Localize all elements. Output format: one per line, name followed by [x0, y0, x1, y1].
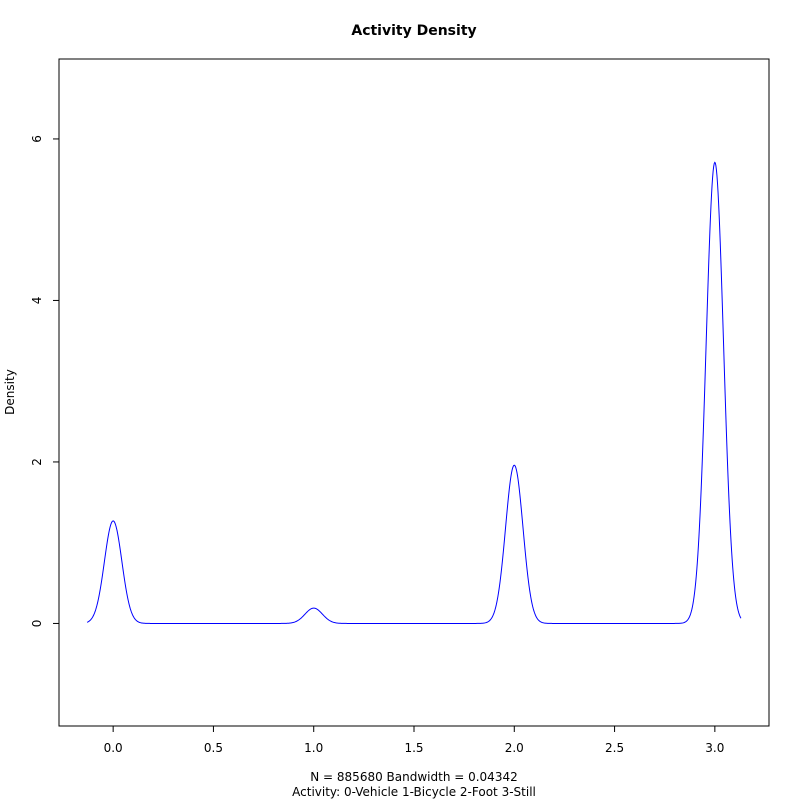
y-axis: 0 2 4 6 [30, 135, 59, 627]
x-axis-label-line2: Activity: 0-Vehicle 1-Bicycle 2-Foot 3-S… [292, 785, 536, 799]
x-axis: 0.0 0.5 1.0 1.5 2.0 2.5 3.0 [104, 726, 724, 755]
chart-title: Activity Density [351, 23, 476, 39]
y-tick-label: 4 [30, 297, 44, 305]
x-tick-label: 2.5 [605, 741, 624, 755]
y-tick-label: 6 [30, 135, 44, 143]
x-axis-label-line1: N = 885680 Bandwidth = 0.04342 [310, 770, 517, 784]
plot-frame [58, 58, 770, 727]
y-axis-label: Density [3, 369, 17, 415]
x-tick-label: 2.0 [505, 741, 524, 755]
x-tick-label: 0.0 [104, 741, 123, 755]
x-tick-label: 3.0 [705, 741, 724, 755]
y-tick-label: 2 [30, 458, 44, 466]
density-curve [86, 161, 742, 624]
x-tick-label: 1.5 [404, 741, 423, 755]
y-tick-label: 0 [30, 620, 44, 628]
x-tick-label: 0.5 [204, 741, 223, 755]
x-tick-label: 1.0 [304, 741, 323, 755]
